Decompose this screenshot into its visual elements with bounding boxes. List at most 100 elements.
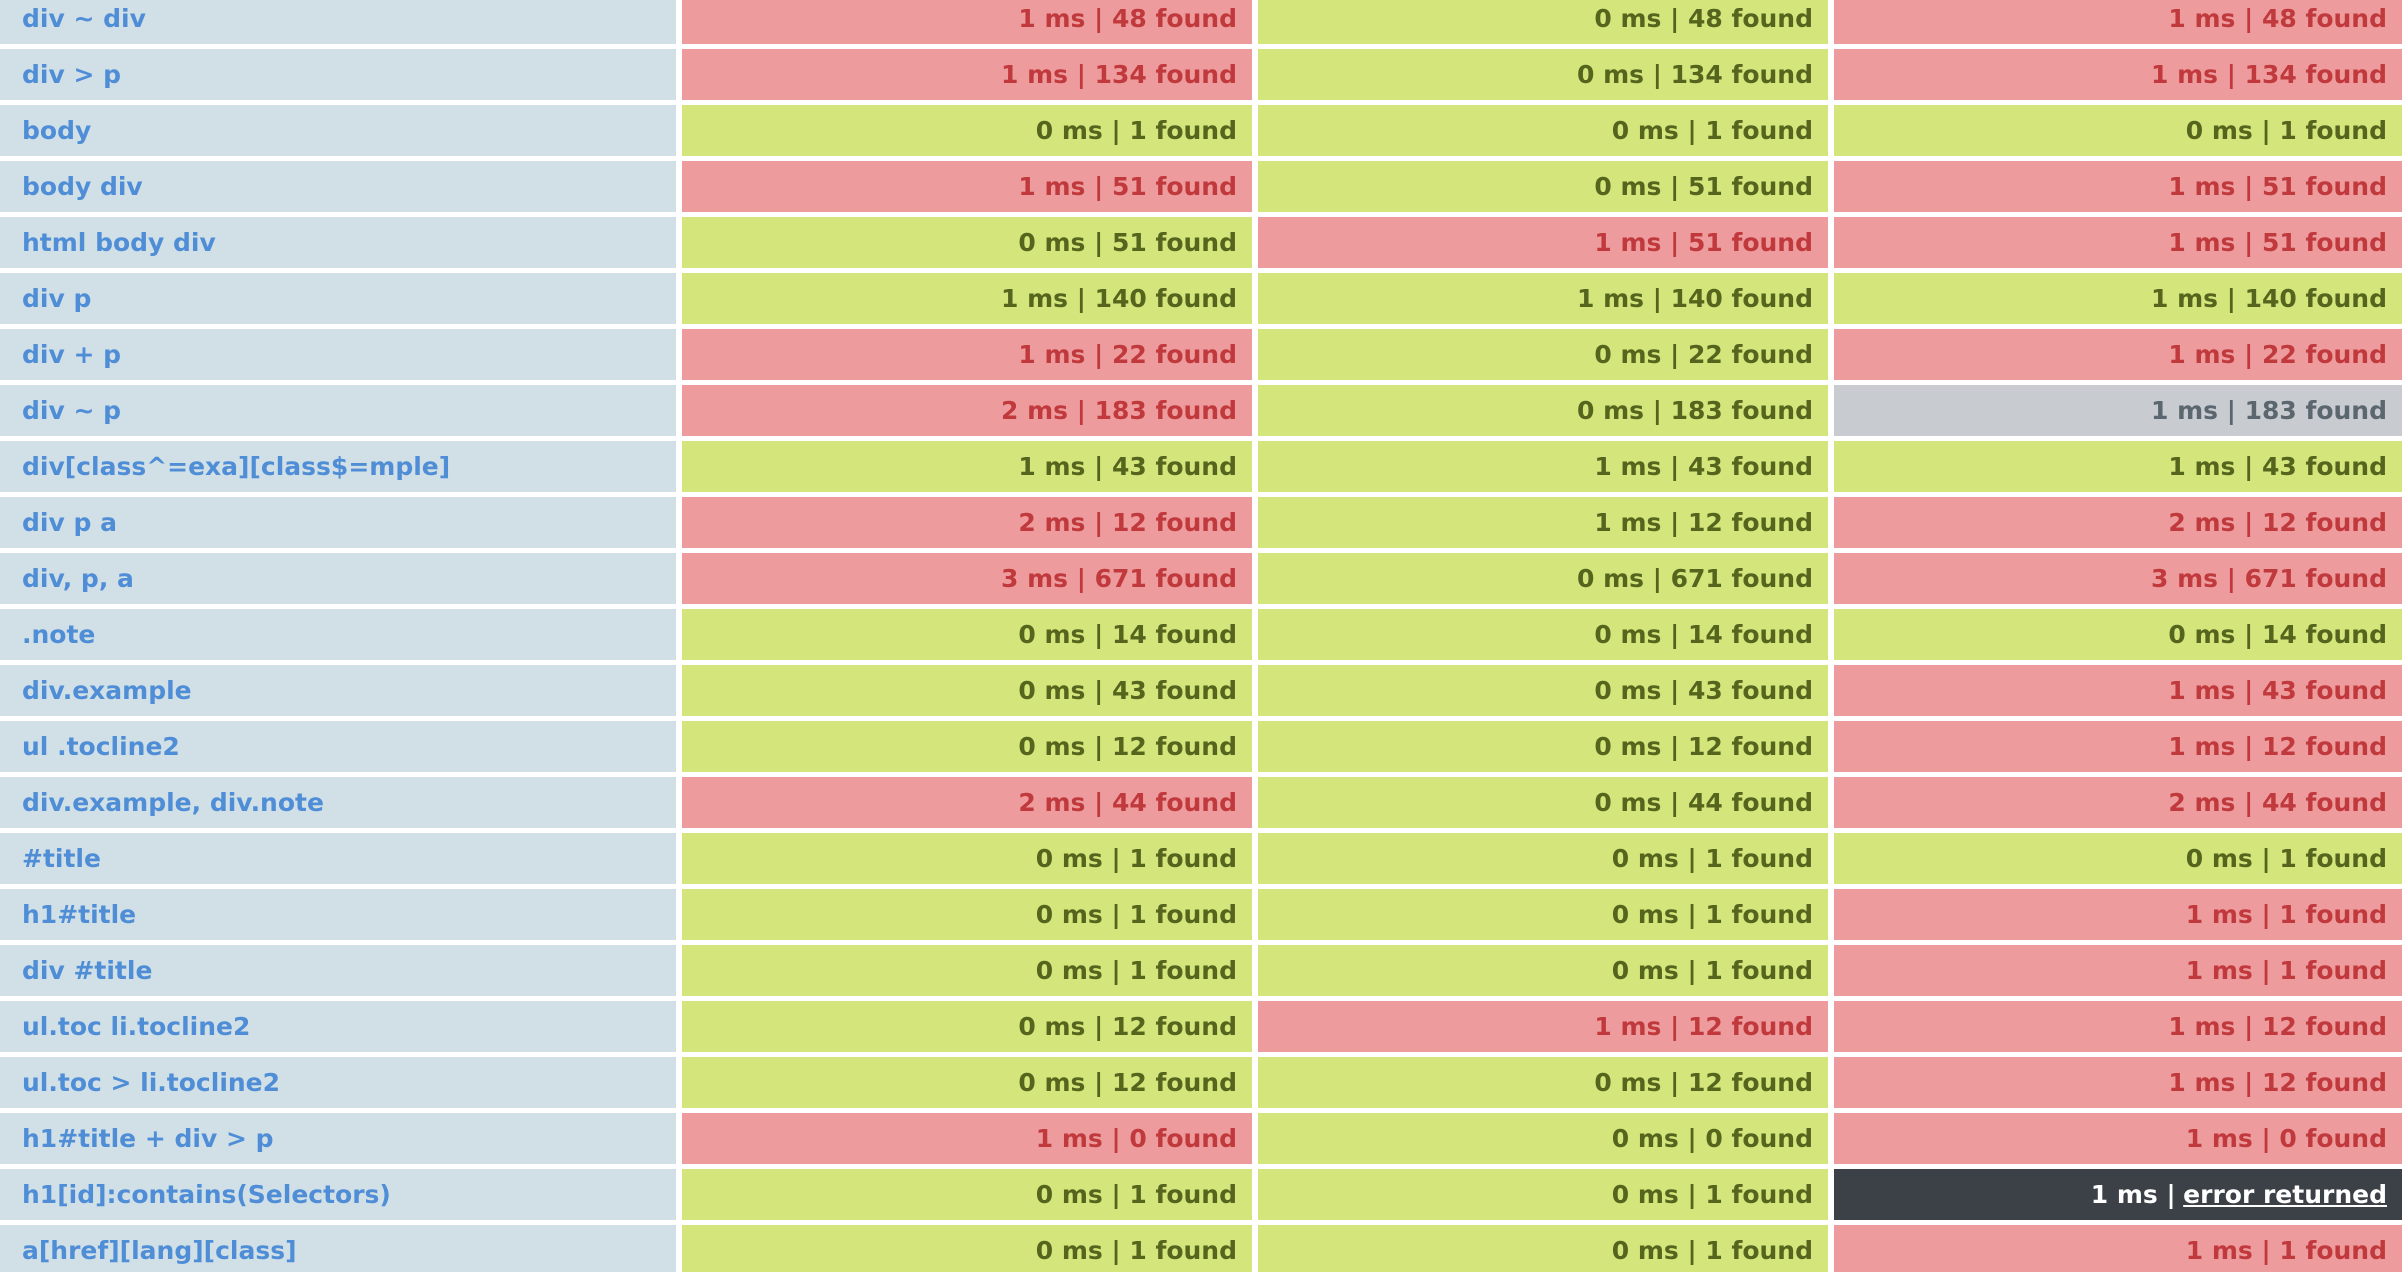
selector-cell: div.example, div.note: [0, 777, 676, 828]
result-text: 0 ms | 1 found: [2185, 844, 2387, 873]
result-text: 0 ms | 12 found: [1594, 732, 1813, 761]
selector-text: ul.toc li.tocline2: [22, 1012, 251, 1041]
selector-cell: body div: [0, 161, 676, 212]
error-link[interactable]: error returned: [2183, 1180, 2387, 1209]
selector-cell: div p: [0, 273, 676, 324]
result-text: 1 ms | 12 found: [1594, 508, 1813, 537]
result-cell: 0 ms | 44 found: [1258, 777, 1828, 828]
result-cell: 0 ms | 1 found: [682, 1169, 1252, 1220]
result-text: 0 ms | 12 found: [1594, 1068, 1813, 1097]
result-cell: 1 ms | 22 found: [1834, 329, 2402, 380]
result-text: 0 ms | 134 found: [1577, 60, 1813, 89]
selector-text: div, p, a: [22, 564, 134, 593]
selector-text: #title: [22, 844, 101, 873]
result-cell: 1 ms | 0 found: [1834, 1113, 2402, 1164]
result-cell: 0 ms | 12 found: [1258, 721, 1828, 772]
selector-cell: div + p: [0, 329, 676, 380]
result-text: 1 ms | 183 found: [2151, 396, 2387, 425]
result-cell: 0 ms | 1 found: [1258, 945, 1828, 996]
result-cell: 0 ms | 1 found: [1834, 105, 2402, 156]
result-text: 1 ms | 140 found: [1577, 284, 1813, 313]
result-cell: 1 ms | 48 found: [682, 0, 1252, 44]
selector-text: .note: [22, 620, 96, 649]
selector-text: div.example, div.note: [22, 788, 324, 817]
result-cell: 1 ms | 12 found: [1834, 1057, 2402, 1108]
result-cell: 0 ms | 1 found: [1258, 1225, 1828, 1272]
result-text: 0 ms | 1 found: [1035, 844, 1237, 873]
selector-cell: div #title: [0, 945, 676, 996]
result-text: 0 ms | 1 found: [1035, 956, 1237, 985]
result-text: 1 ms | 22 found: [1018, 340, 1237, 369]
result-text: 1 ms | 140 found: [2151, 284, 2387, 313]
result-text: 2 ms | 44 found: [2168, 788, 2387, 817]
selector-text: body div: [22, 172, 143, 201]
result-cell: 0 ms | 14 found: [682, 609, 1252, 660]
result-text: 0 ms | 14 found: [1594, 620, 1813, 649]
selector-text: div p a: [22, 508, 117, 537]
selector-cell: html body div: [0, 217, 676, 268]
selector-text: div.example: [22, 676, 192, 705]
result-text: 0 ms | 12 found: [1018, 1068, 1237, 1097]
result-text: 1 ms | 48 found: [1018, 4, 1237, 33]
selector-text: a[href][lang][class]: [22, 1236, 297, 1265]
result-text: 1 ms | 12 found: [2168, 1068, 2387, 1097]
selector-text: h1#title + div > p: [22, 1124, 274, 1153]
result-cell: 2 ms | 44 found: [1834, 777, 2402, 828]
result-cell: 0 ms | 1 found: [682, 1225, 1252, 1272]
selector-text: div + p: [22, 340, 122, 369]
result-text: 1 ms | 12 found: [2168, 1012, 2387, 1041]
result-text: 1 ms | 0 found: [1035, 1124, 1237, 1153]
selector-cell: h1#title: [0, 889, 676, 940]
result-text: 1 ms | 43 found: [2168, 676, 2387, 705]
result-cell: 1 ms | 1 found: [1834, 945, 2402, 996]
selector-text: ul.toc > li.tocline2: [22, 1068, 281, 1097]
result-cell: 0 ms | 1 found: [682, 105, 1252, 156]
selector-cell: h1[id]:contains(Selectors): [0, 1169, 676, 1220]
result-text: 1 ms | 22 found: [2168, 340, 2387, 369]
result-text: 1 ms | 43 found: [1018, 452, 1237, 481]
result-text: 2 ms | 44 found: [1018, 788, 1237, 817]
result-text: 2 ms | 183 found: [1001, 396, 1237, 425]
selector-text: div ~ p: [22, 396, 122, 425]
selector-cell: ul.toc li.tocline2: [0, 1001, 676, 1052]
result-text: 1 ms | 51 found: [2168, 228, 2387, 257]
result-cell: 1 ms | 43 found: [1834, 665, 2402, 716]
selector-text: h1[id]:contains(Selectors): [22, 1180, 391, 1209]
result-cell: 0 ms | 1 found: [1834, 833, 2402, 884]
result-cell: 1 ms | 43 found: [1834, 441, 2402, 492]
result-text: 1 ms | 51 found: [1594, 228, 1813, 257]
result-text: 0 ms | 1 found: [1611, 956, 1813, 985]
selector-text: html body div: [22, 228, 216, 257]
result-text: 1 ms | 1 found: [2185, 1236, 2387, 1265]
result-cell: 0 ms | 671 found: [1258, 553, 1828, 604]
result-text: 2 ms | 12 found: [1018, 508, 1237, 537]
result-cell: 1 ms | 48 found: [1834, 0, 2402, 44]
result-text: 0 ms | 1 found: [1611, 1236, 1813, 1265]
selector-cell: div p a: [0, 497, 676, 548]
selector-text: div p: [22, 284, 92, 313]
result-cell: 1 ms | 51 found: [1834, 161, 2402, 212]
result-cell: 3 ms | 671 found: [682, 553, 1252, 604]
result-text: 1 ms | 12 found: [2168, 732, 2387, 761]
result-text: 1 ms | 140 found: [1001, 284, 1237, 313]
result-cell: 0 ms | 12 found: [682, 721, 1252, 772]
result-text: 1 ms | 0 found: [2185, 1124, 2387, 1153]
result-text: 0 ms | 183 found: [1577, 396, 1813, 425]
result-text: 1 ms | 12 found: [1594, 1012, 1813, 1041]
result-text: 0 ms | 22 found: [1594, 340, 1813, 369]
result-cell: 1 ms | 12 found: [1834, 721, 2402, 772]
result-cell: 1 ms | 51 found: [1834, 217, 2402, 268]
selector-cell: div, p, a: [0, 553, 676, 604]
result-text: 0 ms | 671 found: [1577, 564, 1813, 593]
result-text: 0 ms | 1 found: [1035, 1180, 1237, 1209]
result-text: 0 ms | 1 found: [1611, 1180, 1813, 1209]
result-text: 0 ms | 1 found: [1035, 116, 1237, 145]
result-cell: 0 ms | 1 found: [682, 833, 1252, 884]
result-cell: 1 ms | 140 found: [1258, 273, 1828, 324]
result-cell: 1 ms | 12 found: [1258, 497, 1828, 548]
result-cell: 1 ms | 134 found: [682, 49, 1252, 100]
result-cell: 0 ms | 14 found: [1834, 609, 2402, 660]
selector-cell: div.example: [0, 665, 676, 716]
result-text: 1 ms | 51 found: [2168, 172, 2387, 201]
